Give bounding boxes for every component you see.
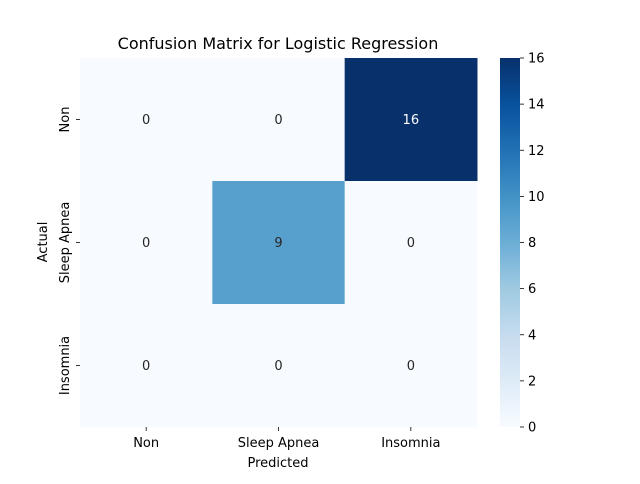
cell-value-label: 0 xyxy=(142,113,150,128)
y-tick-label: Sleep Apnea xyxy=(58,202,73,284)
colorbar-tick-label: 10 xyxy=(528,190,545,205)
heatmap-cell xyxy=(212,58,346,182)
colorbar-ticks: 0 2 4 6 8 10 12 14 16 xyxy=(520,52,545,436)
cell-value-label: 9 xyxy=(274,236,282,251)
heatmap-cell xyxy=(212,181,346,305)
cell-value-label: 0 xyxy=(274,113,282,128)
colorbar-tick-label: 6 xyxy=(528,282,536,297)
heatmap-cell xyxy=(80,304,213,428)
heatmap-cells xyxy=(80,58,478,428)
colorbar-tick-label: 8 xyxy=(528,236,536,251)
heatmap-cell xyxy=(344,58,478,182)
x-tick-label: Non xyxy=(133,436,159,451)
heatmap-cell xyxy=(80,58,213,182)
cell-value-label: 0 xyxy=(407,236,415,251)
cell-value-label: 0 xyxy=(407,359,415,374)
colorbar-tick-label: 12 xyxy=(528,144,545,159)
heatmap-cell-labels: 0 0 16 0 9 0 0 0 0 xyxy=(142,113,419,374)
chart-title: Confusion Matrix for Logistic Regression xyxy=(118,34,439,53)
colorbar-tick-label: 0 xyxy=(528,421,536,436)
heatmap-cell xyxy=(344,181,478,305)
cell-value-label: 0 xyxy=(274,359,282,374)
y-axis-ticks: Non Sleep Apnea Insomnia xyxy=(58,107,80,395)
colorbar-tick-label: 2 xyxy=(528,374,536,389)
cell-value-label: 16 xyxy=(403,113,420,128)
cell-value-label: 0 xyxy=(142,236,150,251)
colorbar-tick-label: 16 xyxy=(528,52,545,67)
y-tick-label: Non xyxy=(58,107,73,133)
y-axis-label: Actual xyxy=(36,222,51,263)
heatmap-cell xyxy=(212,304,346,428)
cell-value-label: 0 xyxy=(142,359,150,374)
colorbar-tick-label: 14 xyxy=(528,98,545,113)
y-tick-label: Insomnia xyxy=(58,336,73,395)
x-axis-label: Predicted xyxy=(247,456,308,471)
x-tick-label: Sleep Apnea xyxy=(238,436,320,451)
heatmap-cell xyxy=(344,304,478,428)
colorbar xyxy=(500,58,520,427)
x-tick-label: Insomnia xyxy=(381,436,440,451)
x-axis-ticks: Non Sleep Apnea Insomnia xyxy=(133,427,440,451)
colorbar-tick-label: 4 xyxy=(528,328,536,343)
heatmap-cell xyxy=(80,181,213,305)
